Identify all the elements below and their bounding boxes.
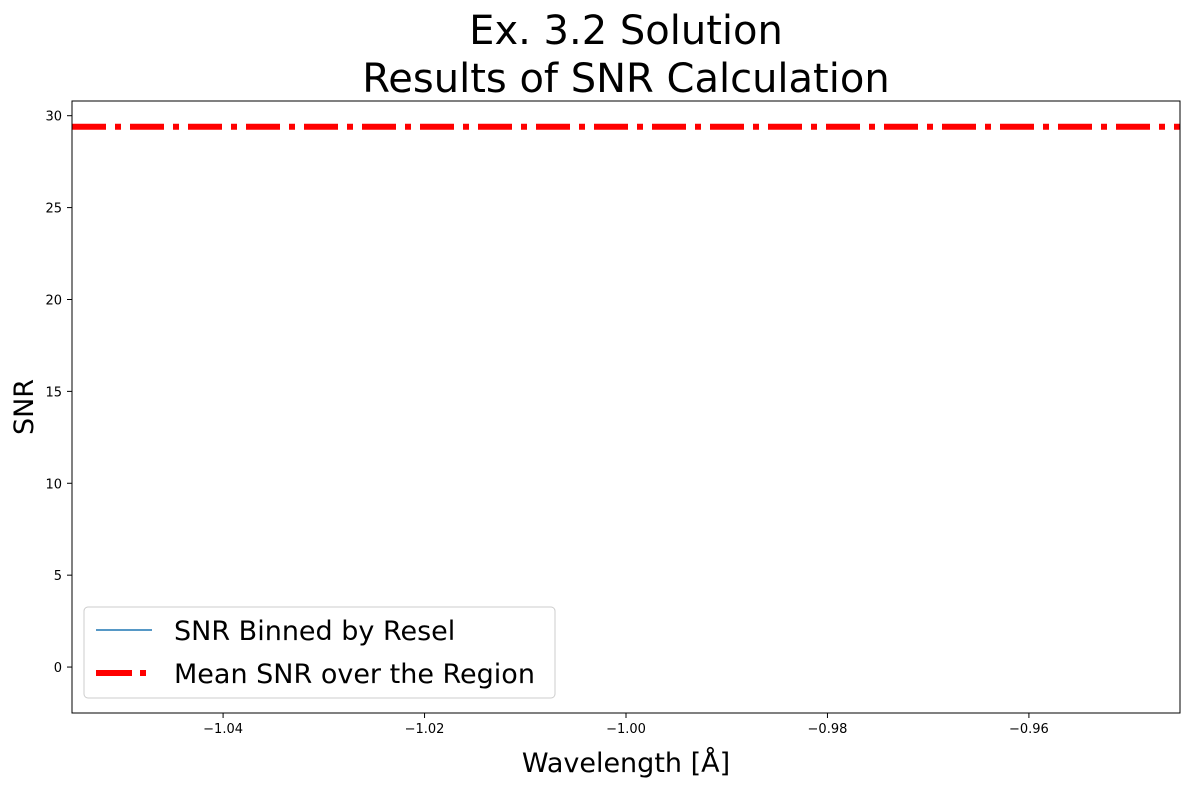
x-axis-label: Wavelength [Å] bbox=[522, 747, 730, 779]
chart-title-line-1: Ex. 3.2 Solution bbox=[469, 8, 783, 54]
y-tick-label: 25 bbox=[45, 202, 62, 217]
y-axis-label: SNR bbox=[9, 379, 40, 435]
y-tick-label: 10 bbox=[45, 477, 62, 492]
x-tick-label: −1.00 bbox=[606, 722, 646, 737]
legend-box bbox=[83, 606, 556, 699]
y-tick-label: 0 bbox=[54, 661, 62, 676]
legend-label-snr-binned: SNR Binned by Resel bbox=[174, 616, 455, 647]
x-tick-label: −0.98 bbox=[808, 722, 848, 737]
y-tick-label: 20 bbox=[45, 293, 62, 308]
chart-title: Ex. 3.2 Solution Results of SNR Calculat… bbox=[362, 8, 889, 102]
legend: SNR Binned by Resel Mean SNR over the Re… bbox=[83, 606, 556, 699]
chart-title-line-2: Results of SNR Calculation bbox=[362, 56, 889, 102]
y-tick-label: 5 bbox=[54, 569, 62, 584]
x-tick-label: −1.02 bbox=[405, 722, 445, 737]
y-tick-label: 15 bbox=[45, 385, 62, 400]
legend-label-mean-snr: Mean SNR over the Region bbox=[174, 659, 535, 690]
y-tick-label: 30 bbox=[45, 110, 62, 125]
x-tick-label: −1.04 bbox=[203, 722, 243, 737]
x-axis: −1.04 −1.02 −1.00 −0.98 −0.96 bbox=[203, 713, 1049, 737]
x-tick-label: −0.96 bbox=[1009, 722, 1049, 737]
y-axis: 0 5 10 15 20 25 30 bbox=[45, 110, 72, 676]
